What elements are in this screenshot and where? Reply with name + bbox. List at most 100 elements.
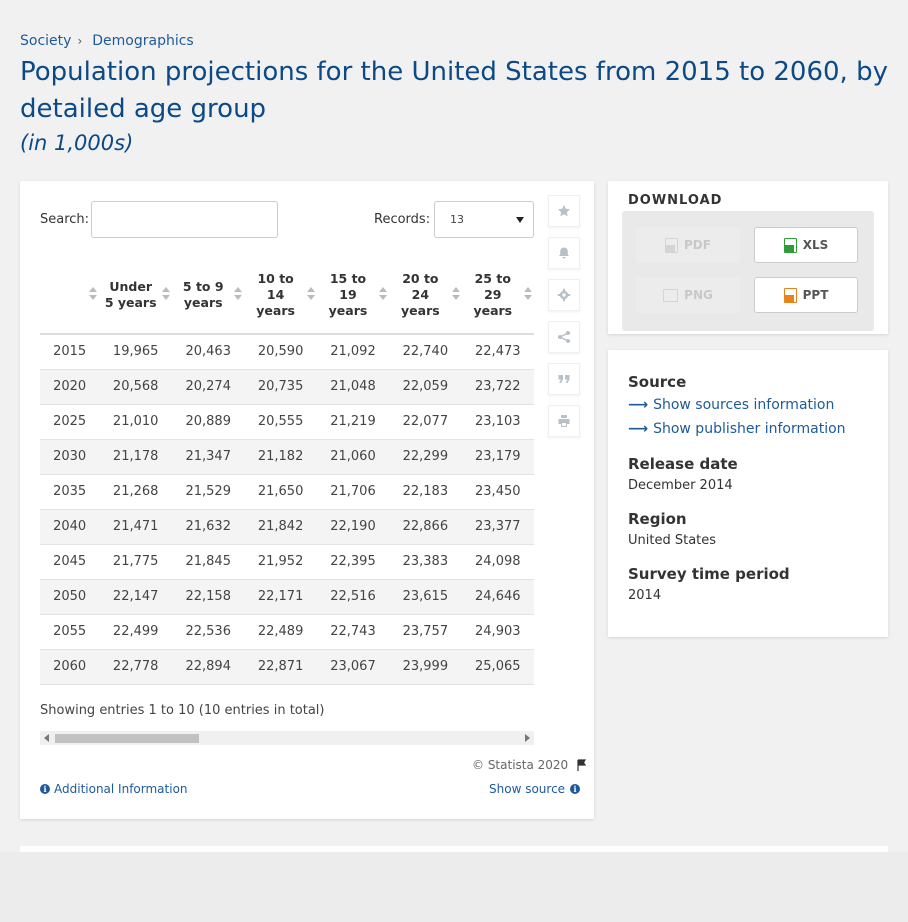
flag-icon[interactable] <box>576 759 588 771</box>
column-header-10-to-14[interactable]: 10 to 14 years <box>244 257 317 335</box>
column-header-year[interactable] <box>40 257 100 335</box>
records-select[interactable]: 13 <box>434 201 534 238</box>
breadcrumb-society[interactable]: Society <box>20 33 72 49</box>
table-cell: 22,190 <box>316 509 390 545</box>
table-cell: 21,706 <box>316 474 390 510</box>
download-png-label: PNG <box>684 288 713 302</box>
download-ppt-button[interactable]: PPT <box>754 277 858 313</box>
horizontal-scrollbar[interactable] <box>40 731 534 745</box>
table-cell: 20,463 <box>172 334 245 370</box>
scroll-right-icon[interactable] <box>525 734 530 742</box>
table-cell: 24,903 <box>461 614 534 650</box>
table-cell: 19,965 <box>99 334 173 370</box>
table-cell: 22,059 <box>389 369 462 405</box>
table-cell: 21,650 <box>244 474 317 510</box>
table-cell: 23,383 <box>389 544 462 580</box>
table-cell: 22,740 <box>389 334 462 370</box>
footer-band <box>0 852 908 922</box>
column-header-under-5[interactable]: Under 5 years <box>99 257 173 335</box>
png-icon <box>663 288 679 302</box>
column-header-25-to-29[interactable]: 25 to 29 years <box>461 257 534 335</box>
column-header-15-to-19[interactable]: 15 to 19 years <box>316 257 390 335</box>
column-header-20-to-24[interactable]: 20 to 24 years <box>389 257 462 335</box>
table-cell: 22,077 <box>389 404 462 440</box>
table-cell: 20,555 <box>244 404 317 440</box>
share-icon <box>558 331 570 343</box>
table-cell: 23,615 <box>389 579 462 615</box>
table-cell: 21,060 <box>316 439 390 475</box>
breadcrumb-demographics[interactable]: Demographics <box>92 33 194 49</box>
arrow-right-icon: ⟶ <box>628 421 649 437</box>
table-cell: 22,743 <box>316 614 390 650</box>
additional-information-label: Additional Information <box>54 782 188 796</box>
info-icon: i <box>40 784 50 794</box>
table-cell: 22,894 <box>172 649 245 685</box>
notification-button[interactable] <box>548 237 580 269</box>
table-cell-year: 2020 <box>40 369 100 405</box>
show-source-link[interactable]: Show source i <box>489 782 581 796</box>
table-cell: 21,775 <box>99 544 173 580</box>
table-row: 2035 21,268 21,529 21,650 21,706 22,183 23,450 <box>40 474 534 510</box>
table-row: 2060 22,778 22,894 22,871 23,067 23,999 25,065 <box>40 649 534 685</box>
cite-button[interactable] <box>548 363 580 395</box>
show-sources-link[interactable]: ⟶ Show sources information <box>628 397 834 413</box>
table-row: 2015 19,965 20,463 20,590 21,092 22,740 22,473 <box>40 334 534 370</box>
download-pdf-button[interactable]: PDF <box>636 227 740 263</box>
download-png-button[interactable]: PNG <box>636 277 740 313</box>
scroll-left-icon[interactable] <box>44 734 49 742</box>
scrollbar-thumb[interactable] <box>55 734 199 743</box>
print-button[interactable] <box>548 405 580 437</box>
table-cell: 20,590 <box>244 334 317 370</box>
next-card-edge <box>20 846 888 856</box>
table-cell: 21,178 <box>99 439 173 475</box>
table-cell-year: 2035 <box>40 474 100 510</box>
copyright: © Statista 2020 <box>472 758 588 772</box>
caret-down-icon <box>516 217 524 223</box>
download-heading: DOWNLOAD <box>628 193 723 208</box>
page-title: Population projections for the United St… <box>20 57 888 124</box>
table-cell: 20,274 <box>172 369 245 405</box>
table-cell: 21,092 <box>316 334 390 370</box>
table-cell: 22,158 <box>172 579 245 615</box>
show-publisher-link[interactable]: ⟶ Show publisher information <box>628 421 846 437</box>
table-cell-year: 2040 <box>40 509 100 545</box>
page-subtitle: (in 1,000s) <box>20 131 134 155</box>
sort-icon <box>234 287 243 303</box>
table-cell: 21,268 <box>99 474 173 510</box>
show-publisher-label: Show publisher information <box>653 421 846 437</box>
table-cell-year: 2015 <box>40 334 100 370</box>
search-label: Search: <box>40 212 90 227</box>
download-xls-button[interactable]: XLS <box>754 227 858 263</box>
star-icon <box>558 205 570 217</box>
table-cell: 21,845 <box>172 544 245 580</box>
table-body: 2015 19,965 20,463 20,590 21,092 22,740 22,473… <box>40 334 534 685</box>
source-info-card: Source ⟶ Show sources information ⟶ Show… <box>608 350 888 637</box>
xls-icon <box>783 237 797 253</box>
column-header-5-to-9[interactable]: 5 to 9 years <box>172 257 245 335</box>
table-cell: 25,065 <box>461 649 534 685</box>
show-sources-label: Show sources information <box>653 397 835 413</box>
table-row: 2045 21,775 21,845 21,952 22,395 23,383 24,098 <box>40 544 534 580</box>
settings-button[interactable] <box>548 279 580 311</box>
source-heading: Source <box>628 373 687 391</box>
region-value: United States <box>628 533 717 548</box>
download-pdf-label: PDF <box>684 238 711 252</box>
share-button[interactable] <box>548 321 580 353</box>
favorite-button[interactable] <box>548 195 580 227</box>
table-cell: 23,179 <box>461 439 534 475</box>
records-value: 13 <box>450 213 464 226</box>
table-cell: 22,536 <box>172 614 245 650</box>
table-header-row: Under 5 years 5 to 9 years 10 to 14 year… <box>40 257 534 335</box>
table-cell: 21,182 <box>244 439 317 475</box>
release-date-value: December 2014 <box>628 478 733 493</box>
search-input[interactable] <box>91 201 278 238</box>
table-cell: 23,103 <box>461 404 534 440</box>
additional-information-link[interactable]: i Additional Information <box>40 782 188 796</box>
table-cell: 23,377 <box>461 509 534 545</box>
ppt-icon <box>783 287 797 303</box>
table-cell: 21,632 <box>172 509 245 545</box>
table-cell: 23,757 <box>389 614 462 650</box>
table-cell-year: 2050 <box>40 579 100 615</box>
side-toolbar <box>548 195 580 447</box>
region-heading: Region <box>628 510 687 528</box>
